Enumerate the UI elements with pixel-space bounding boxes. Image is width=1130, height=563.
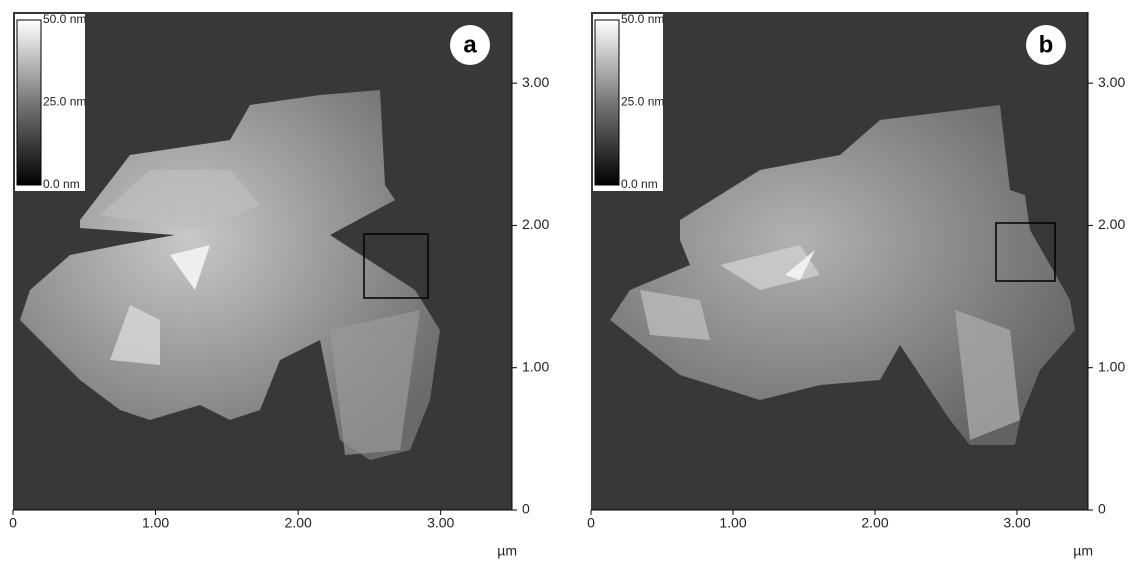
y-tick-label: 0 xyxy=(1098,501,1106,517)
colorbar-label: 25.0 nm xyxy=(621,95,664,109)
y-tick-label: 3.00 xyxy=(1098,74,1125,90)
axis-unit: µm xyxy=(497,543,517,559)
colorbar-label: 25.0 nm xyxy=(43,95,86,109)
colorbar-label: 50.0 nm xyxy=(43,12,86,26)
x-tick-label: 1.00 xyxy=(719,515,746,531)
y-tick-label: 1.00 xyxy=(522,358,549,374)
afm-image-a xyxy=(13,12,512,510)
colorbar-label: 50.0 nm xyxy=(621,12,664,26)
figure: 0 1.00 2.00 3.00 0 1.00 2.00 3.00 µm a 50.0 nm 25.0… xyxy=(0,0,1130,563)
x-tick-label: 0 xyxy=(587,515,595,531)
x-tick-label: 3.00 xyxy=(1003,515,1030,531)
y-tick-label: 1.00 xyxy=(1098,358,1125,374)
x-tick-label: 2.00 xyxy=(861,515,888,531)
axis-unit: µm xyxy=(1073,543,1093,559)
y-tick-label: 2.00 xyxy=(522,216,549,232)
x-tick-label: 3.00 xyxy=(427,515,454,531)
panel-label: a xyxy=(463,31,477,58)
y-tick-label: 3.00 xyxy=(522,74,549,90)
colorbar-label: 0.0 nm xyxy=(621,177,658,191)
colorbar xyxy=(595,20,619,185)
x-tick-label: 1.00 xyxy=(142,515,169,531)
y-tick-label: 2.00 xyxy=(1098,216,1125,232)
panel-label: b xyxy=(1039,31,1054,58)
x-tick-label: 2.00 xyxy=(285,515,312,531)
y-tick-label: 0 xyxy=(522,501,530,517)
colorbar-label: 0.0 nm xyxy=(43,177,80,191)
colorbar xyxy=(17,20,41,185)
afm-image-b xyxy=(591,12,1088,510)
x-tick-label: 0 xyxy=(9,515,17,531)
